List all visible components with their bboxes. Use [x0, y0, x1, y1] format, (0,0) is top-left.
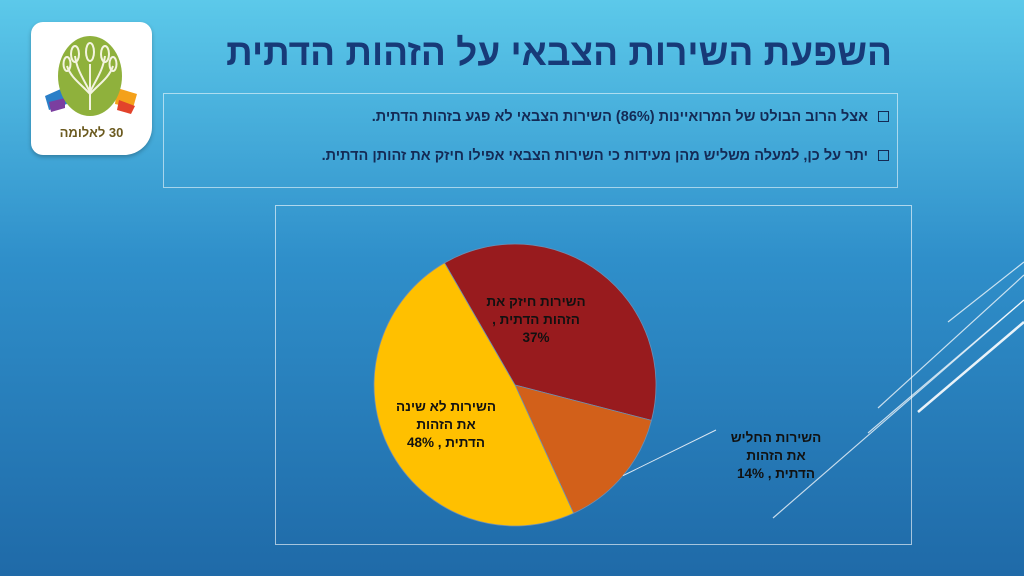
checkbox-bullet-icon: [878, 149, 889, 161]
leader-line: [622, 429, 717, 477]
bullet-item: יתר על כן, למעלה משליש מהן מעידות כי השי…: [322, 148, 889, 164]
checkbox-bullet-icon: [878, 110, 889, 122]
pie-slice: [443, 243, 657, 421]
bullet-text: אצל הרוב הבולט של המרואיינות (86%) השירו…: [371, 109, 868, 125]
bullet-item: אצל הרוב הבולט של המרואיינות (86%) השירו…: [372, 109, 889, 125]
pie-slice: [514, 384, 652, 514]
logo: 30 לאלומה: [31, 22, 152, 155]
slice-label: השירות החליש את הזהות הדתית , 14%: [731, 430, 822, 481]
pie-slice: [373, 262, 575, 527]
bullet-list: אצל הרוב הבולט של המרואיינות (86%) השירו…: [163, 93, 898, 188]
logo-text: 30 לאלומה: [59, 125, 124, 140]
page-title: השפעת השירות הצבאי על הזהות הדתית: [226, 32, 892, 73]
pie-chart-svg: השירות חיזק את הזהות הדתית , 37% השירות החל…: [373, 243, 822, 527]
logo-emblem: [45, 36, 137, 116]
pie-chart: השירות חיזק את הזהות הדתית , 37% השירות החל…: [275, 205, 912, 545]
slice-label: השירות חיזק את הזהות הדתית , 37%: [486, 294, 585, 345]
slice-label: השירות לא שינה את הזהות הדתית , 48%: [396, 399, 496, 450]
bullet-text: יתר על כן, למעלה משליש מהן מעידות כי השי…: [321, 148, 868, 164]
